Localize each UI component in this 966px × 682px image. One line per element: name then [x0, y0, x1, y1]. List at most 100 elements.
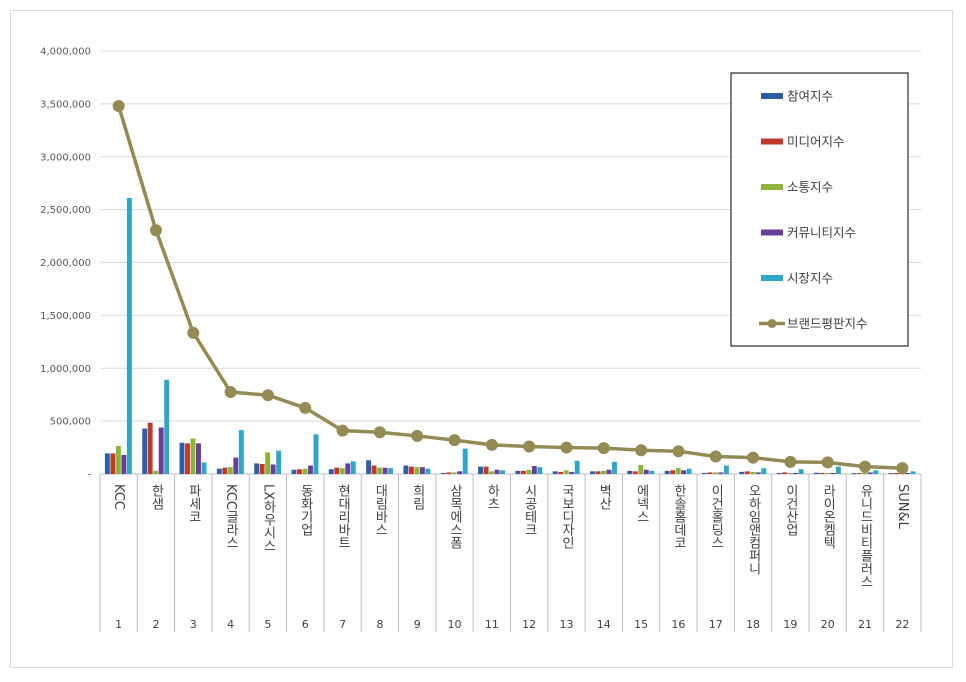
bar	[649, 470, 655, 474]
bar	[339, 468, 345, 474]
bar	[425, 468, 431, 474]
bar	[190, 438, 196, 474]
bar	[563, 470, 569, 474]
bar	[302, 468, 308, 474]
brand-score-point	[149, 224, 162, 237]
y-tick-label: 4,000,000	[40, 47, 91, 58]
bar	[110, 453, 116, 474]
category-label: 시공테크	[522, 484, 537, 536]
bar	[350, 461, 356, 474]
bar	[702, 472, 707, 474]
bar	[755, 472, 761, 474]
bar	[569, 471, 575, 474]
bar	[371, 465, 377, 474]
bar	[830, 472, 836, 474]
y-tick-label: 3,000,000	[40, 152, 91, 163]
category-label: 라이온켐텍	[820, 484, 835, 549]
bar	[782, 472, 788, 474]
bar	[824, 472, 830, 474]
rank-label: 5	[264, 618, 271, 631]
brand-score-point	[261, 389, 274, 402]
brand-score-point	[373, 426, 386, 439]
bar	[526, 469, 532, 474]
rank-label: 18	[746, 618, 760, 631]
bar	[403, 465, 409, 474]
y-tick-label: 1,500,000	[40, 311, 91, 322]
category-label: SUN&L	[895, 484, 910, 530]
bar	[718, 472, 724, 474]
bar	[408, 466, 414, 474]
bar	[297, 469, 302, 474]
rank-label: 15	[634, 618, 648, 631]
category-label: 파세코	[186, 484, 201, 523]
rank-label: 6	[302, 618, 309, 631]
bar	[739, 471, 745, 474]
rank-label: 12	[522, 618, 536, 631]
brand-score-point	[336, 424, 349, 437]
bar	[500, 470, 505, 474]
category-label: 이건홀딩스	[708, 484, 723, 549]
brand-score-point	[597, 442, 610, 455]
bar	[851, 473, 857, 474]
bar	[638, 465, 644, 474]
bar	[531, 466, 537, 474]
bar	[787, 472, 793, 474]
bar	[835, 466, 841, 474]
bar	[457, 471, 463, 474]
bar	[259, 463, 265, 474]
bar	[462, 448, 468, 474]
bar	[238, 430, 244, 474]
bar	[308, 465, 313, 474]
bar	[761, 468, 767, 474]
brand-score-point	[635, 444, 648, 457]
bar	[142, 428, 148, 474]
rank-label: 14	[597, 618, 611, 631]
brand-score-line	[116, 105, 903, 470]
bar	[552, 471, 558, 474]
bar	[664, 470, 670, 474]
category-label: 희림	[410, 484, 425, 510]
brand-score-point	[672, 445, 685, 458]
bar	[776, 472, 782, 474]
rank-label: 9	[414, 618, 421, 631]
bar	[595, 471, 601, 474]
rank-label: 7	[339, 618, 346, 631]
bar	[793, 472, 799, 474]
category-label: 현대리바트	[335, 484, 350, 549]
category-label: 하츠	[484, 484, 499, 510]
bar	[558, 471, 564, 474]
category-label: 대림바스	[372, 484, 387, 536]
bar	[675, 468, 681, 474]
brand-score-point	[411, 429, 424, 442]
bar	[334, 467, 340, 474]
bar	[158, 427, 164, 474]
bar	[601, 470, 606, 474]
rank-label: 11	[485, 618, 499, 631]
legend-swatch	[761, 93, 783, 99]
legend-label: 시장지수	[787, 271, 833, 286]
bar	[744, 471, 750, 474]
bar	[713, 472, 718, 474]
bar	[388, 468, 394, 474]
category-label: 국보디자인	[559, 484, 574, 549]
rank-label: 4	[227, 618, 234, 631]
bar	[446, 472, 452, 474]
bar	[520, 470, 526, 474]
brand-score-point	[560, 441, 573, 454]
legend-marker	[767, 319, 777, 328]
rank-label: 20	[821, 618, 835, 631]
bar	[590, 471, 595, 474]
brand-score-point	[859, 460, 872, 473]
brand-score-point	[187, 326, 200, 339]
bar	[153, 470, 159, 474]
brand-score-point	[224, 386, 237, 399]
rank-label: 10	[448, 618, 462, 631]
y-tick-label: -	[87, 470, 91, 481]
brand-score-point	[896, 462, 909, 475]
category-label: 삼목에스폼	[447, 484, 462, 549]
bar	[216, 468, 222, 474]
brand-score-point	[448, 434, 461, 447]
bar	[201, 462, 207, 474]
rank-label: 2	[152, 618, 159, 631]
bar	[276, 450, 282, 474]
